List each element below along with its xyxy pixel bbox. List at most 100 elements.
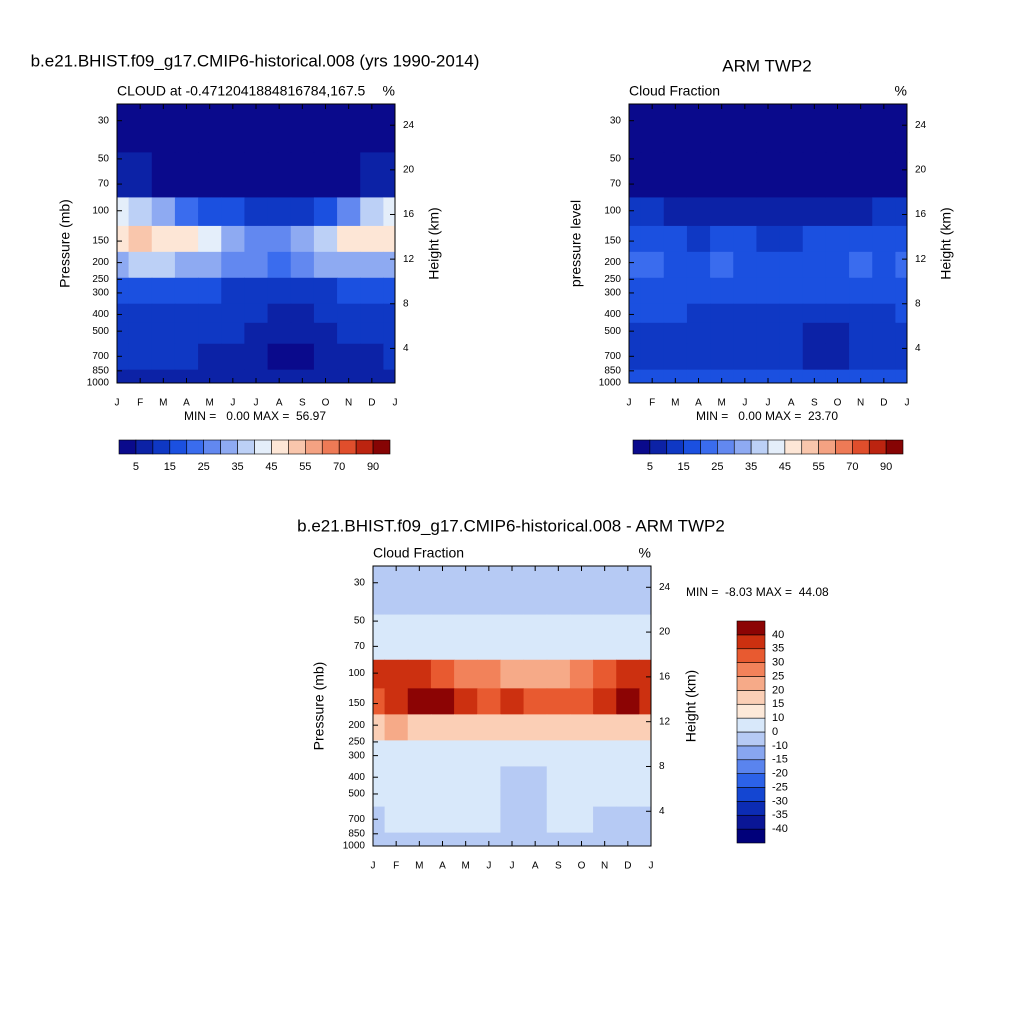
contour-cell [373,688,386,715]
contour-cell [221,251,245,279]
contour-cell [500,740,525,767]
y-tick-label: 300 [348,750,365,761]
contour-cell [384,766,409,787]
contour-cell [244,343,269,371]
contour-cell [733,322,757,345]
y-tick-label: 400 [348,772,365,783]
contour-cell [244,104,269,153]
contour-cell [895,197,907,227]
contour-cell [267,343,292,371]
y-tick-label: 500 [604,326,621,337]
contour-cell [313,369,338,383]
contour-cell [430,659,455,689]
y-tick-label: 50 [610,154,622,165]
contour-cell [407,714,432,741]
contour-cell [663,322,688,345]
x-tick-label: S [811,398,818,409]
contour-cell [151,197,176,227]
colorbar-box [118,439,137,455]
contour-cell [244,322,269,345]
contour-cell [569,785,594,808]
contour-cell [337,303,361,324]
contour-cell [151,303,176,324]
x-tick-label: A [695,398,702,409]
x-tick-label: J [371,861,376,872]
y-tick-label: 500 [348,789,365,800]
contour-cell [756,303,781,324]
contour-cell [593,614,617,661]
colorbar-box [254,439,272,455]
contour-cell [756,369,781,383]
contour-cell [454,832,478,846]
x-tick-label: A [532,861,539,872]
contour-cell [174,197,199,227]
colorbar-box [784,439,803,455]
contour-cell [849,322,873,345]
x-tick-label: J [627,398,632,409]
contour-cell [198,152,222,198]
contour-cell [430,688,455,715]
colorbar-box [736,717,766,733]
colorbar-label: 45 [779,461,791,473]
contour-cell [151,343,176,371]
x-tick-label: J [393,398,398,409]
contour-cell [546,566,571,616]
y-tick-label: 30 [610,115,622,126]
contour-cell [500,659,525,689]
contour-cell [872,225,896,253]
contour-cell [313,104,338,153]
contour-cell [802,152,827,198]
y-tick-label: 250 [348,737,365,748]
colorbar-box [736,759,766,774]
contour-cell [640,322,665,345]
contour-cell [337,104,361,153]
subtitle-right: % [383,83,395,99]
contour-cell [663,251,688,279]
y2-tick-label: 12 [915,254,927,265]
contour-cell [267,322,292,345]
contour-cell [616,614,640,661]
contour-cell [895,104,907,153]
colorbar-label: 20 [772,684,784,696]
contour-cell [244,152,269,198]
contour-cell [546,785,571,808]
contour-cell [313,303,338,324]
contour-cell [872,303,896,324]
contour-cell [337,277,361,305]
colorbar-label: -25 [772,781,788,793]
colorbar-label: 55 [299,461,311,473]
contour-cell [221,197,245,227]
x-tick-label: O [578,861,586,872]
contour-cell [454,566,478,616]
contour-cell [360,277,384,305]
colorbar-box [852,439,870,455]
colorbar-box [632,439,651,455]
contour-cell [360,322,384,345]
colorbar-label: 35 [772,643,784,655]
x-tick-label: A [183,398,190,409]
contour-cell [756,104,781,153]
contour-cell [733,343,757,371]
colorbar-box [835,439,853,455]
contour-cell [151,104,176,153]
y2-axis-label: Height (km) [683,670,699,742]
contour-cell [616,740,640,767]
y2-tick-label: 20 [659,627,671,638]
contour-cell [198,343,222,371]
contour-cell [174,152,199,198]
contour-cell [267,197,292,227]
colorbar-box [355,439,374,455]
contour-cell [872,197,896,227]
colorbar-label: -30 [772,795,788,807]
colorbar-box [736,828,766,844]
contour-cell [128,303,153,324]
x-tick-label: D [624,861,631,872]
y-axis-label: Pressure (mb) [311,662,327,751]
contour-cell [454,785,478,808]
contour-cell [756,197,781,227]
contour-cell [895,152,907,198]
colorbar-label: -15 [772,754,788,766]
colorbar-label: 25 [772,670,784,682]
contour-cell [117,251,130,279]
